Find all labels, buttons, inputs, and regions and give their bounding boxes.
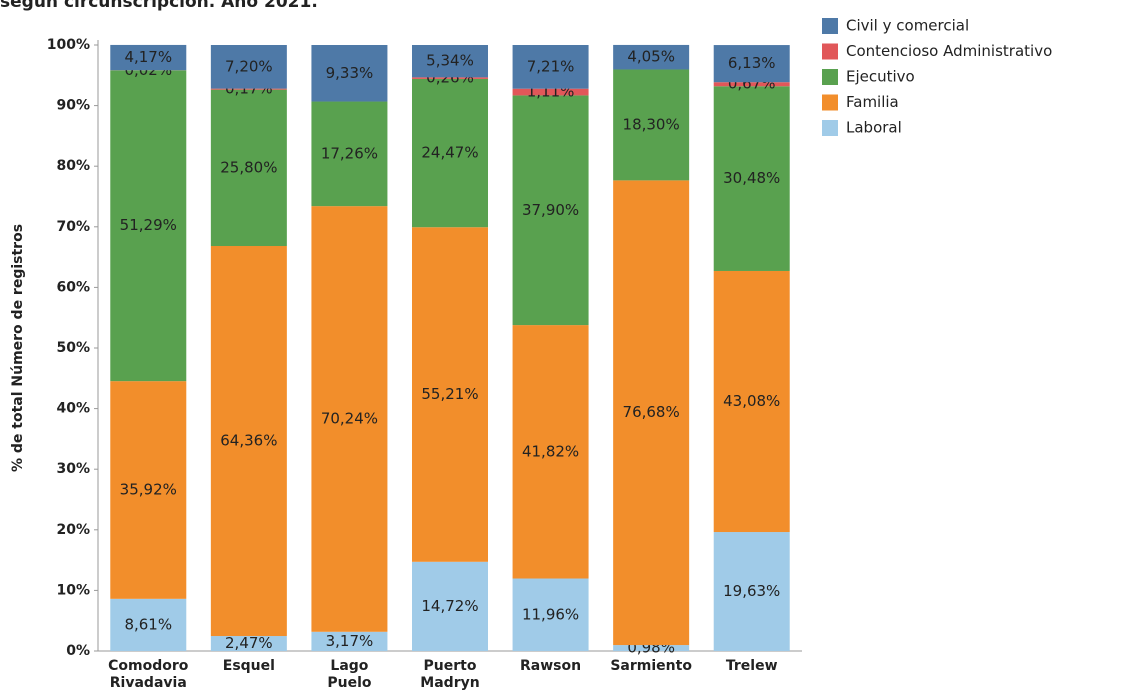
bar-segment — [613, 69, 690, 181]
bar-segment — [512, 578, 589, 651]
data-label: 3,17% — [326, 632, 374, 650]
bar-segment — [311, 101, 388, 207]
bar-segment — [110, 44, 187, 71]
y-tick-label: 0% — [66, 643, 90, 659]
x-tick-label: Esquel — [223, 658, 275, 674]
data-label: 4,05% — [627, 48, 675, 66]
y-tick-label: 100% — [47, 37, 90, 53]
chart-title: según circunscripción. Año 2021. — [0, 0, 318, 12]
bar-segment — [713, 45, 790, 83]
bar-segment — [210, 45, 287, 89]
data-label: 5,34% — [426, 52, 474, 70]
bar-segment — [210, 89, 287, 247]
data-label: 11,96% — [522, 605, 579, 623]
bar-segment — [613, 44, 690, 70]
data-label: 24,47% — [421, 144, 478, 162]
y-tick-label: 50% — [56, 340, 90, 356]
data-label: 25,80% — [220, 158, 277, 176]
bar-segment — [311, 206, 388, 632]
data-label: 55,21% — [421, 385, 478, 403]
data-label: 70,24% — [321, 409, 378, 427]
y-tick-label: 60% — [56, 279, 90, 295]
data-label: 8,61% — [124, 615, 172, 633]
y-tick-label: 90% — [56, 98, 90, 114]
bar-segment — [412, 45, 488, 78]
bar-segment — [512, 95, 589, 326]
bar-segment — [713, 270, 790, 533]
data-label: 6,13% — [728, 54, 776, 72]
bar-segment — [412, 561, 488, 651]
y-tick-label: 30% — [56, 461, 90, 477]
data-label: 7,21% — [527, 57, 575, 75]
data-label: 7,20% — [225, 57, 273, 75]
x-tick-label: Comodoro Rivadavia — [108, 658, 189, 691]
legend-swatch — [822, 94, 838, 111]
y-tick-label: 70% — [56, 219, 90, 235]
legend-label: Familia — [846, 93, 899, 111]
bar-segment — [613, 645, 690, 651]
bar-segment — [110, 381, 187, 599]
bar-segment — [713, 86, 790, 271]
y-axis-label: % de total Número de registros — [10, 224, 26, 472]
x-tick-label: Rawson — [520, 658, 581, 674]
data-label: 18,30% — [623, 115, 680, 133]
legend-swatch — [822, 69, 838, 85]
data-label: 41,82% — [522, 442, 579, 460]
data-label: 30,48% — [723, 169, 780, 187]
bar-segment — [311, 631, 388, 651]
bar-segment — [412, 77, 488, 79]
data-label: 9,33% — [326, 64, 374, 82]
data-label: 37,90% — [522, 201, 579, 219]
bar-segment — [412, 227, 488, 562]
data-label: 14,72% — [421, 597, 478, 615]
y-tick-label: 80% — [56, 158, 90, 174]
data-label: 51,29% — [120, 216, 177, 234]
data-label: 64,36% — [220, 432, 277, 450]
bar-segment — [210, 636, 287, 651]
legend-swatch — [822, 18, 838, 34]
legend-label: Contencioso Administrativo — [846, 42, 1052, 60]
legend-swatch — [822, 120, 838, 136]
x-tick-label: Trelew — [726, 658, 778, 674]
x-tick-label: Puerto Madryn — [420, 658, 479, 691]
data-label: 35,92% — [120, 480, 177, 498]
legend-swatch — [822, 43, 838, 60]
data-label: 4,17% — [124, 48, 172, 66]
bar-segment — [512, 88, 589, 96]
bar-segment — [713, 82, 790, 87]
bar-segment — [210, 88, 287, 90]
data-label: 19,63% — [723, 582, 780, 600]
bar-segment — [412, 78, 488, 228]
legend-label: Laboral — [846, 119, 902, 137]
legend-label: Ejecutivo — [846, 68, 915, 86]
bar-segment — [713, 532, 790, 651]
x-tick-label: Sarmiento — [610, 658, 692, 674]
bar-segment — [210, 246, 287, 637]
legend-label: Civil y comercial — [846, 17, 969, 35]
data-label: 43,08% — [723, 392, 780, 410]
bar-segment — [512, 325, 589, 579]
bar-segment — [512, 45, 589, 89]
y-tick-label: 20% — [56, 522, 90, 538]
data-label: 76,68% — [623, 403, 680, 421]
bar-segment — [613, 180, 690, 646]
bar-segment — [110, 70, 187, 382]
x-tick-label: Lago Puelo — [327, 658, 372, 691]
bar-segment — [110, 598, 187, 651]
data-label: 17,26% — [321, 144, 378, 162]
bar-segment — [311, 45, 388, 102]
data-label: 2,47% — [225, 634, 273, 652]
y-tick-label: 40% — [56, 401, 90, 417]
y-tick-label: 10% — [56, 582, 90, 598]
